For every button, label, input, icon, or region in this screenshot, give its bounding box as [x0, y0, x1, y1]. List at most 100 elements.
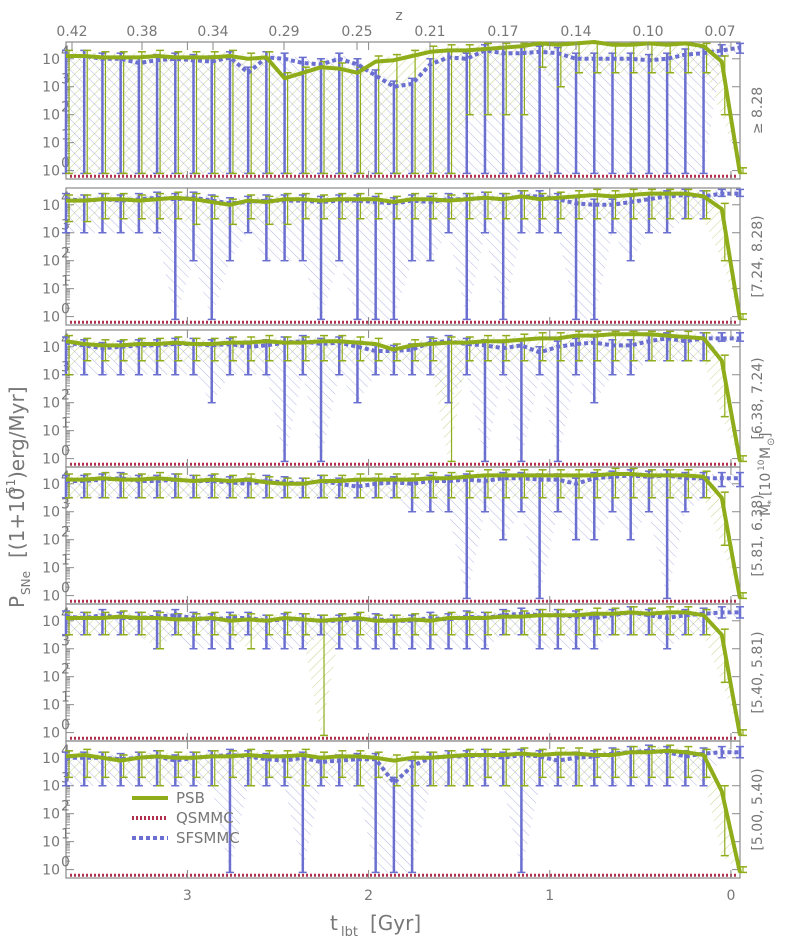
- z-tick-label: 0.07: [704, 24, 735, 40]
- y-tick-label: 10: [42, 477, 60, 493]
- top-axis-title: z: [395, 8, 402, 24]
- z-tick-label: 0.38: [126, 24, 157, 40]
- y-tick-label: 10: [42, 751, 60, 767]
- y-tick-exponent: 3: [61, 634, 70, 650]
- top-axis: 0.42 0.38 0.34 0.29 0.25 0.21 0.17 0.14 0.10 0.07: [56, 24, 736, 50]
- psb-line: [66, 191, 742, 320]
- y-tick-exponent: 0: [61, 855, 70, 871]
- mass-axis-title-close: ]: [758, 433, 774, 438]
- y-tick-exponent: 0: [61, 718, 70, 734]
- panel-frame: [65, 740, 741, 879]
- y-tick-label: 10: [42, 368, 60, 384]
- y-tick-exponent: 0: [61, 444, 70, 460]
- y-tick-label: 10: [42, 164, 60, 180]
- y-tick-exponent: 1: [61, 827, 70, 843]
- mass-axis-title-tail: M: [758, 447, 774, 459]
- sfsmmc-line: [66, 748, 740, 786]
- y-axis-title-sub: SNe: [19, 571, 33, 595]
- mass-bin-label: [7.24, 8.28): [750, 215, 766, 297]
- y-tick-exponent: 2: [61, 246, 70, 262]
- psb-line: [66, 40, 742, 174]
- panel-5: 100101102103104[5.00, 5.40): [42, 740, 766, 879]
- z-tick-label: 0.25: [341, 24, 372, 40]
- mass-axis-title-main: M: [758, 504, 774, 516]
- legend: PSB QSMMC SFSMMC: [132, 789, 240, 847]
- y-tick-exponent: 1: [61, 416, 70, 432]
- z-tick-label: 0.29: [268, 24, 299, 40]
- y-tick-label: 10: [42, 779, 60, 795]
- y-tick-label: 10: [42, 310, 60, 326]
- y-tick-exponent: 0: [61, 302, 70, 318]
- y-tick-label: 10: [42, 589, 60, 605]
- y-tick-exponent: 1: [61, 553, 70, 569]
- y-tick-label: 10: [42, 533, 60, 549]
- y-axis-title-rest: [(1+10: [5, 487, 29, 558]
- y-tick-label: 10: [42, 452, 60, 468]
- mass-axis-title-sub: *: [766, 500, 777, 505]
- y-tick-exponent: 2: [61, 662, 70, 678]
- mass-bin-label: [5.40, 5.81): [750, 631, 766, 713]
- psb-band: [66, 469, 740, 599]
- panel-1: 100101102103104[7.24, 8.28): [42, 187, 766, 326]
- legend-label-psb: PSB: [176, 789, 205, 807]
- y-tick-label: 10: [42, 698, 60, 714]
- y-tick-exponent: 2: [61, 799, 70, 815]
- legend-label-sfsmmc: SFSMMC: [176, 829, 240, 847]
- y-tick-label: 10: [42, 807, 60, 823]
- psb-line: [65, 748, 742, 873]
- y-tick-exponent: 2: [61, 525, 70, 541]
- z-tick-label: 0.14: [560, 24, 591, 40]
- y-tick-label: 10: [42, 396, 60, 412]
- x-tick-label: 0: [726, 888, 735, 904]
- y-tick-label: 10: [42, 670, 60, 686]
- x-axis-title: t lbt [Gyr]: [330, 911, 421, 940]
- sfsmmc-band: [66, 471, 740, 599]
- x-tick-label: 3: [183, 888, 192, 904]
- y-tick-label: 10: [42, 108, 60, 124]
- mass-bin-label: [6.38, 7.24): [750, 357, 766, 439]
- x-tick-label: 1: [545, 888, 554, 904]
- y-tick-exponent: 0: [61, 581, 70, 597]
- mass-axis-title-sun: ⊙: [766, 438, 777, 446]
- x-axis-title-main: t: [330, 911, 338, 935]
- psb-band: [66, 608, 740, 736]
- mass-bin-label: [5.00, 5.40): [750, 768, 766, 850]
- mass-axis-title-unit: [10: [758, 473, 774, 496]
- y-tick-exponent: 1: [61, 690, 70, 706]
- y-tick-label: 10: [42, 424, 60, 440]
- y-tick-label: 10: [42, 863, 60, 879]
- y-tick-label: 10: [42, 136, 60, 152]
- y-tick-label: 10: [42, 80, 60, 96]
- z-tick-label: 0.21: [414, 24, 445, 40]
- panel-4: 100101102103104[5.40, 5.81): [42, 603, 766, 742]
- y-tick-exponent: 3: [61, 497, 70, 513]
- mass-bin-label: ≥ 8.28: [750, 87, 766, 134]
- x-axis-title-unit: [Gyr]: [370, 911, 421, 935]
- y-tick-label: 10: [42, 561, 60, 577]
- z-tick-label: 0.34: [197, 24, 228, 40]
- y-axis-title: P SNe [(1+10 51 )erg/Myr]: [4, 386, 33, 608]
- z-tick-label: 0.17: [487, 24, 518, 40]
- y-tick-label: 10: [42, 198, 60, 214]
- y-tick-label: 10: [42, 282, 60, 298]
- y-tick-label: 10: [42, 254, 60, 270]
- y-tick-label: 10: [42, 642, 60, 658]
- legend-label-qsmmc: QSMMC: [176, 809, 234, 827]
- sfsmmc-band: [66, 334, 740, 462]
- psb-line: [66, 472, 742, 599]
- panels-group: 100101102103104≥ 8.28100101102103104[7.2…: [42, 40, 766, 879]
- psb-band: [66, 42, 740, 174]
- psb-line: [66, 610, 742, 736]
- bottom-axis: 3 2 1 0: [183, 888, 735, 904]
- x-axis-title-sub: lbt: [341, 925, 358, 940]
- x-tick-label: 2: [364, 888, 373, 904]
- y-tick-label: 10: [42, 726, 60, 742]
- panel-frame: [65, 187, 741, 326]
- panel-0: 100101102103104≥ 8.28: [42, 40, 766, 180]
- z-tick-label: 0.10: [632, 24, 663, 40]
- psb-line: [65, 332, 742, 462]
- y-tick-label: 10: [42, 835, 60, 851]
- y-tick-label: 10: [42, 505, 60, 521]
- y-tick-label: 10: [42, 226, 60, 242]
